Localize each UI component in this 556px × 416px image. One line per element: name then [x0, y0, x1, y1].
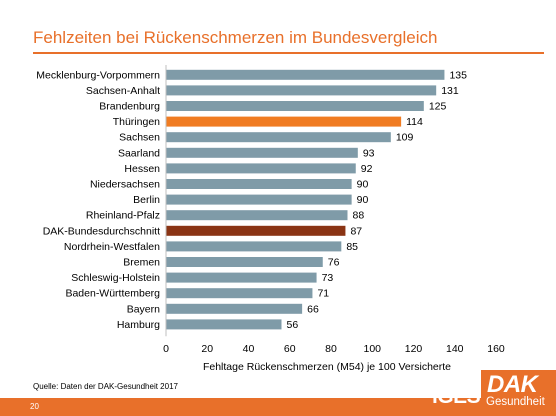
x-tick-label: 120 — [405, 343, 423, 355]
value-label: 85 — [346, 241, 358, 253]
bar — [166, 85, 437, 96]
title-underline — [33, 52, 544, 54]
x-tick-label: 140 — [446, 343, 464, 355]
bar — [166, 69, 445, 80]
bar — [166, 163, 356, 174]
value-label: 73 — [322, 272, 334, 284]
category-label: Nordrhein-Westfalen — [64, 241, 160, 253]
category-label: Sachsen — [119, 132, 160, 144]
value-label: 92 — [361, 163, 373, 175]
value-label: 90 — [357, 179, 369, 191]
bar — [166, 288, 313, 299]
category-label: DAK-Bundesdurchschnitt — [43, 225, 160, 237]
dak-logo-box — [481, 370, 556, 416]
value-label: 109 — [396, 132, 414, 144]
category-label: Saarland — [118, 147, 160, 159]
x-tick-label: 100 — [363, 343, 381, 355]
category-label: Schleswig-Holstein — [71, 272, 160, 284]
value-label: 71 — [317, 288, 329, 300]
bar — [166, 101, 424, 111]
value-label: 88 — [353, 210, 365, 222]
bar — [166, 116, 402, 127]
bar — [166, 179, 352, 189]
value-label: 76 — [328, 257, 340, 269]
value-label: 114 — [406, 116, 423, 128]
category-label: Sachsen-Anhalt — [86, 85, 160, 97]
category-label: Baden-Württemberg — [65, 288, 160, 300]
bar-chart: Mecklenburg-Vorpommern 135 Sachsen-Anhalt 1… — [36, 65, 505, 373]
value-label: 131 — [441, 85, 459, 97]
value-label: 87 — [350, 225, 362, 237]
category-label: Rheinland-Pfalz — [86, 210, 160, 222]
category-label: Niedersachsen — [90, 179, 160, 191]
value-label: 90 — [357, 194, 369, 206]
bar — [166, 132, 391, 143]
bar — [166, 257, 323, 267]
dak-logo: DAK — [487, 371, 538, 398]
bar — [166, 147, 358, 158]
category-label: Bremen — [123, 257, 160, 269]
category-label: Hamburg — [117, 319, 160, 331]
x-axis-title: Fehltage Rückenschmerzen (M54) je 100 Ve… — [203, 361, 451, 373]
x-tick-label: 20 — [201, 343, 213, 355]
x-tick-label: 60 — [284, 343, 296, 355]
bar — [166, 225, 346, 236]
slide-title: Fehlzeiten bei Rückenschmerzen im Bundes… — [33, 28, 438, 47]
bar — [166, 303, 303, 314]
value-label: 56 — [287, 319, 299, 331]
value-label: 66 — [307, 303, 319, 315]
x-tick-label: 0 — [163, 343, 169, 355]
x-tick-label: 80 — [325, 343, 337, 355]
category-label: Hessen — [124, 163, 160, 175]
x-tick-label: 160 — [487, 343, 505, 355]
bar — [166, 210, 348, 221]
page-number: 20 — [30, 402, 39, 411]
x-tick-label: 40 — [243, 343, 255, 355]
category-label: Thüringen — [113, 116, 160, 128]
value-label: 135 — [449, 69, 467, 81]
bar — [166, 241, 342, 252]
category-label: Brandenburg — [99, 101, 160, 113]
bar — [166, 272, 317, 283]
footer-band — [0, 398, 556, 416]
iges-logo: iGES — [432, 385, 481, 408]
bar — [166, 319, 282, 330]
category-label: Bayern — [127, 303, 160, 315]
value-label: 93 — [363, 147, 375, 159]
value-label: 125 — [429, 101, 447, 113]
category-label: Berlin — [133, 194, 160, 206]
dak-logo-subtitle: Gesundheit — [486, 396, 545, 408]
category-label: Mecklenburg-Vorpommern — [36, 69, 160, 81]
source-note: Quelle: Daten der DAK-Gesundheit 2017 — [33, 382, 178, 391]
bar — [166, 194, 352, 205]
